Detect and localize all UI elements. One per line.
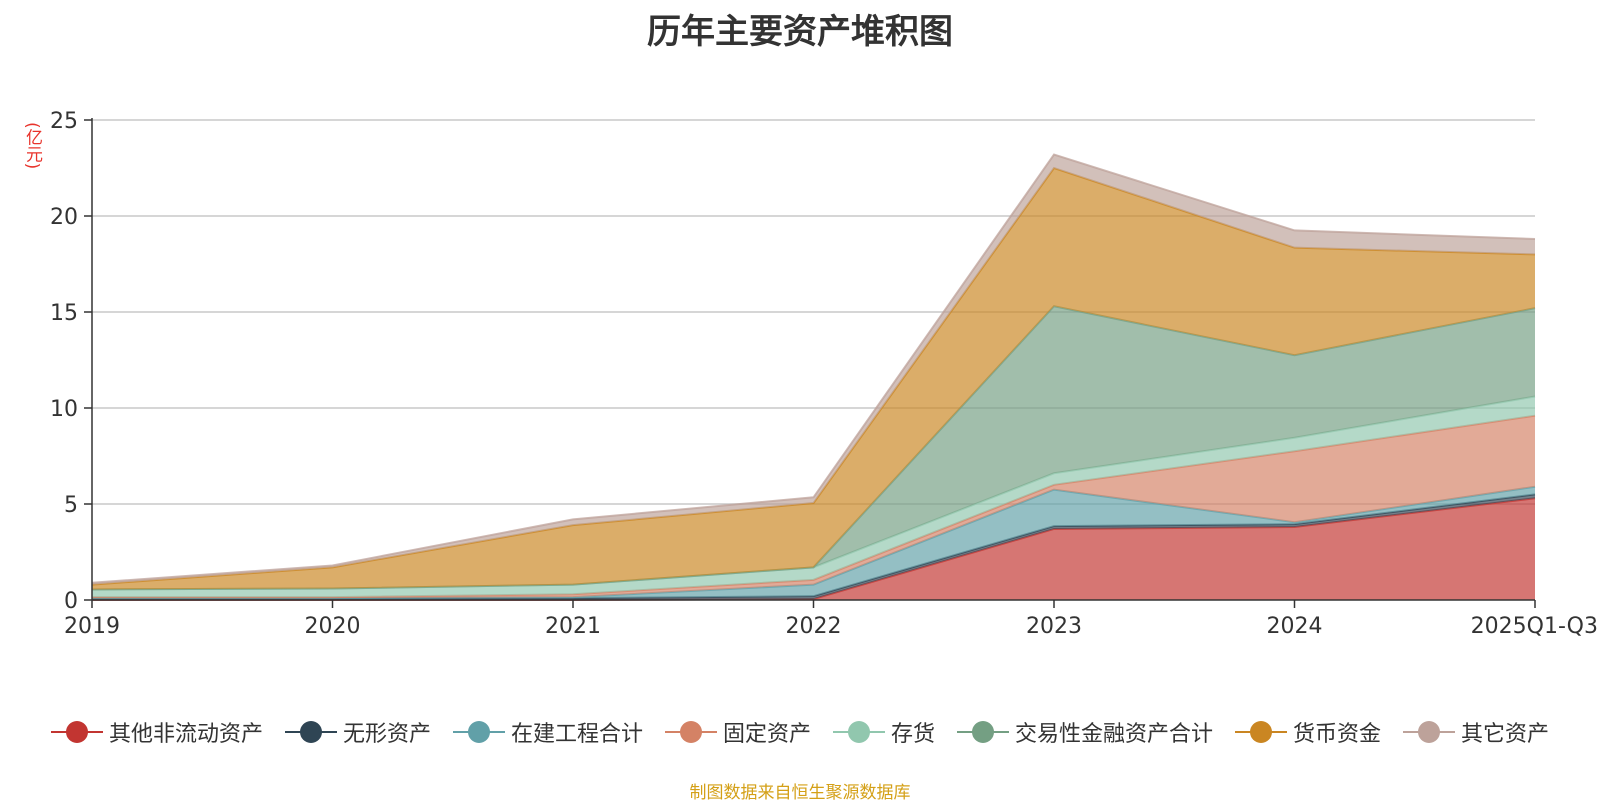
line-其它资产 [91,153,1536,584]
chart-title: 历年主要资产堆积图 [647,12,953,52]
legend-item[interactable]: 无形资产 [284,716,431,748]
legend-label: 存货 [891,722,936,747]
legend-label: 货币资金 [1293,722,1382,747]
legend-item[interactable]: 存货 [833,716,935,748]
legend-marker-icon [957,720,1010,744]
area-货币资金 [92,168,1535,590]
x-tick-label: 2019 [64,614,120,639]
area-交易性金融资产合计 [92,306,1535,590]
legend-label: 其它资产 [1461,722,1550,747]
legend-item[interactable]: 其它资产 [1403,716,1549,748]
legend-item[interactable]: 其他非流动资产 [50,716,263,748]
legend-item[interactable]: 固定资产 [664,716,811,748]
area-固定资产 [92,415,1535,599]
legend-marker-icon [1403,720,1456,744]
legend: 其他非流动资产 无形资产 在建工程合计 固定资产 存货 交易性金融资产合计 货币资金 其它资产 [0,714,1600,750]
area-其它资产 [92,154,1535,585]
legend-item[interactable]: 交易性金融资产合计 [957,716,1213,748]
legend-marker-icon [50,720,103,744]
x-tick-label: 2020 [305,614,361,639]
area-其他非流动资产 [92,498,1535,600]
legend-label: 其他非流动资产 [108,722,263,747]
area-series-group [91,153,1536,601]
legend-marker-icon [452,720,505,744]
x-tick-label: 2024 [1267,614,1323,639]
legend-marker-icon [284,720,337,744]
source-note: 制图数据来自恒生聚源数据库 [689,783,911,803]
x-tick-label: 2025Q1-Q3 [1471,614,1598,639]
y-tick-label: 20 [50,205,78,230]
axes: 0 5 10 15 20 25 2019 2020 2021 2022 2023 2024 2025Q1… [50,109,1598,639]
legend-item[interactable]: 在建工程合计 [452,716,643,748]
y-axis-unit-label: (亿元) [22,122,42,170]
legend-label: 交易性金融资产合计 [1015,722,1214,747]
x-tick-label: 2021 [545,614,601,639]
area-在建工程合计 [92,486,1535,599]
legend-label: 在建工程合计 [510,722,643,747]
y-tick-label: 10 [50,397,78,422]
legend-marker-icon [664,720,717,744]
y-tick-label: 25 [50,109,78,134]
y-tick-label: 0 [64,589,78,614]
legend-label: 固定资产 [722,722,811,747]
y-tick-label: 15 [50,301,78,326]
legend-marker-icon [833,720,885,744]
x-tick-label: 2023 [1026,614,1082,639]
x-tick-label: 2022 [786,614,842,639]
legend-label: 无形资产 [342,722,431,747]
legend-marker-icon [1235,720,1288,744]
legend-item[interactable]: 货币资金 [1235,716,1381,748]
y-tick-label: 5 [64,493,78,518]
